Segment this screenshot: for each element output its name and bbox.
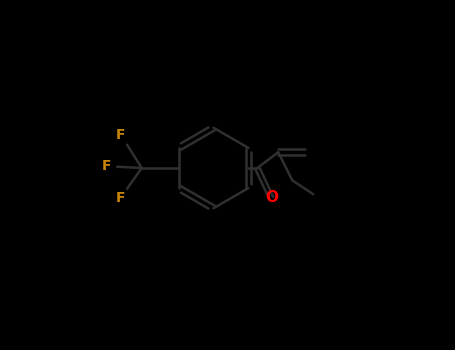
Text: F: F [102, 159, 111, 173]
Text: F: F [116, 191, 126, 205]
Text: F: F [116, 128, 126, 142]
Text: O: O [265, 190, 278, 205]
